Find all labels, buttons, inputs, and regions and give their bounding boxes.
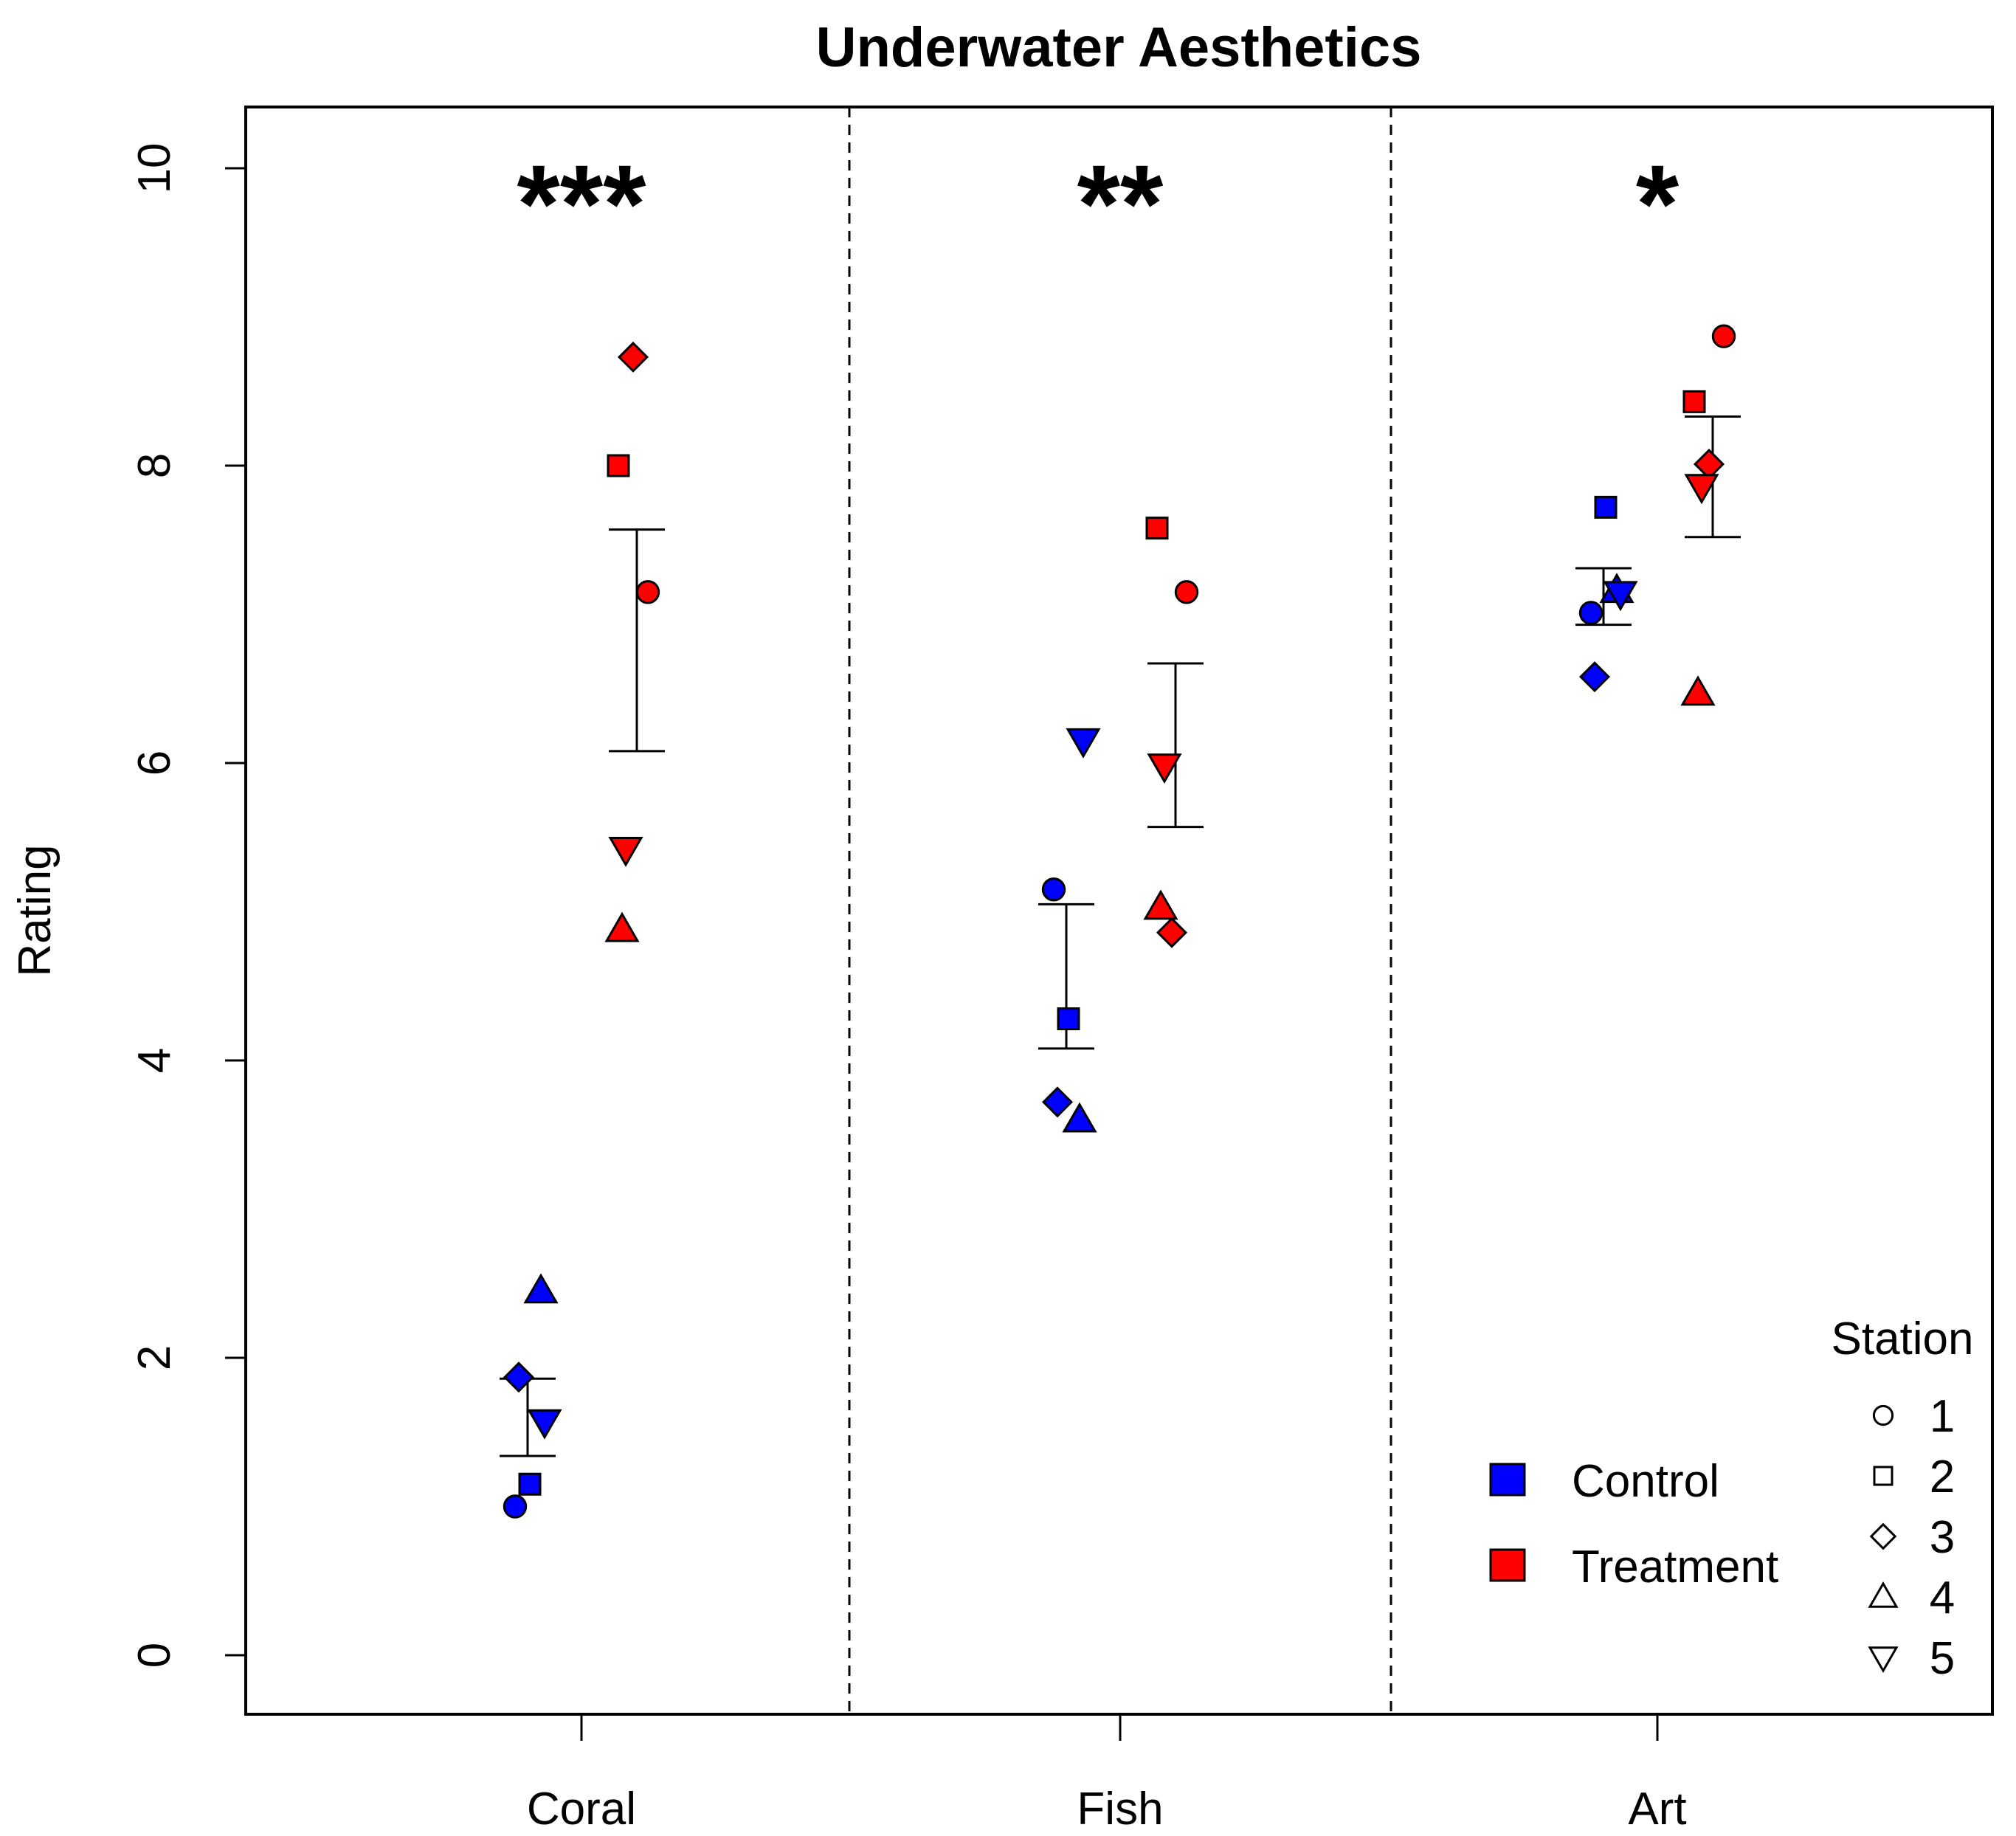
point-fish-treatment-station-4	[1143, 889, 1178, 920]
significance-coral: ***	[517, 142, 646, 266]
y-tick-label-10: 10	[129, 143, 180, 194]
legend-station-title: Station	[1831, 1314, 1973, 1364]
point-art-control-station-1	[1578, 601, 1604, 625]
point-fish-control-station-2	[1057, 1007, 1080, 1031]
legend-station-1-circle-icon	[1872, 1404, 1894, 1426]
point-fish-treatment-station-5	[1147, 753, 1182, 784]
plot-frame	[244, 106, 1994, 1716]
point-fish-treatment-station-2	[1145, 517, 1169, 540]
y-tick-label-4: 4	[129, 1048, 180, 1073]
point-coral-control-station-4	[523, 1273, 559, 1304]
point-fish-control-station-5	[1066, 728, 1101, 759]
point-fish-treatment-station-3	[1156, 917, 1188, 948]
legend-station-2-square-icon	[1873, 1466, 1894, 1486]
error-bar-coral-treatment	[609, 528, 665, 753]
legend-groups: Control Treatment	[1489, 1456, 1778, 1592]
point-art-control-station-5	[1603, 581, 1638, 612]
y-tick-label-0: 0	[129, 1643, 180, 1668]
legend-station-label-3: 3	[1930, 1512, 1955, 1563]
point-art-treatment-station-4	[1680, 675, 1716, 706]
point-fish-control-station-3	[1041, 1086, 1074, 1118]
legend-station-label-4: 4	[1930, 1573, 1955, 1623]
y-axis: 0 2 4 6 8 10	[129, 143, 247, 1668]
x-tick-label-fish: Fish	[1077, 1784, 1163, 1835]
point-coral-treatment-station-3	[617, 341, 649, 373]
point-coral-treatment-station-2	[607, 454, 630, 477]
panel-dividers	[848, 107, 1392, 1714]
point-coral-treatment-station-4	[604, 911, 640, 942]
legend-swatch-control	[1489, 1463, 1526, 1497]
legend-station-label-2: 2	[1930, 1452, 1955, 1502]
point-art-treatment-station-3	[1693, 448, 1725, 480]
error-bar-fish-treatment	[1147, 662, 1204, 829]
x-axis: Coral Fish Art	[527, 1714, 1687, 1835]
legend-station-3-diamond-icon	[1869, 1522, 1897, 1550]
legend-swatch-treatment	[1489, 1548, 1526, 1582]
legend-station-5-triangle-down-icon	[1868, 1646, 1899, 1674]
legend-label-treatment: Treatment	[1572, 1542, 1778, 1592]
point-fish-control-station-4	[1062, 1102, 1097, 1133]
y-tick-label-8: 8	[129, 453, 180, 478]
point-fish-control-station-1	[1041, 877, 1066, 902]
significance-markers: *** ** *	[517, 142, 1679, 266]
legend-stations: 1 2 3 4 5	[1868, 1391, 1955, 1684]
point-art-treatment-station-1	[1711, 324, 1736, 348]
legend: Station Control Treatment 1 2 3 4 5	[1489, 1314, 1974, 1684]
y-tick-label-6: 6	[129, 750, 180, 776]
data-points	[503, 324, 1736, 1519]
legend-label-control: Control	[1572, 1456, 1719, 1507]
point-art-treatment-station-5	[1684, 474, 1719, 505]
y-tick-label-2: 2	[129, 1345, 180, 1370]
point-coral-control-station-3	[503, 1362, 535, 1393]
y-axis-label: Rating	[10, 844, 61, 976]
point-art-treatment-station-2	[1682, 390, 1706, 413]
point-coral-control-station-1	[503, 1494, 528, 1519]
significance-fish: **	[1077, 142, 1164, 266]
x-tick-label-art: Art	[1628, 1784, 1686, 1835]
legend-station-label-1: 1	[1930, 1391, 1955, 1442]
point-coral-treatment-station-5	[608, 836, 643, 867]
legend-station-4-triangle-up-icon	[1868, 1581, 1899, 1608]
point-fish-treatment-station-1	[1174, 580, 1199, 604]
legend-station-label-5: 5	[1930, 1633, 1955, 1684]
significance-art: *	[1636, 142, 1680, 266]
error-bars	[500, 415, 1741, 1457]
point-art-control-station-3	[1578, 661, 1611, 693]
x-tick-label-coral: Coral	[527, 1784, 636, 1835]
point-art-control-station-2	[1594, 495, 1618, 519]
point-coral-control-station-5	[527, 1409, 562, 1440]
chart-title: Underwater Aesthetics	[816, 16, 1422, 79]
point-coral-treatment-station-1	[635, 580, 660, 604]
point-coral-control-station-2	[518, 1472, 542, 1496]
